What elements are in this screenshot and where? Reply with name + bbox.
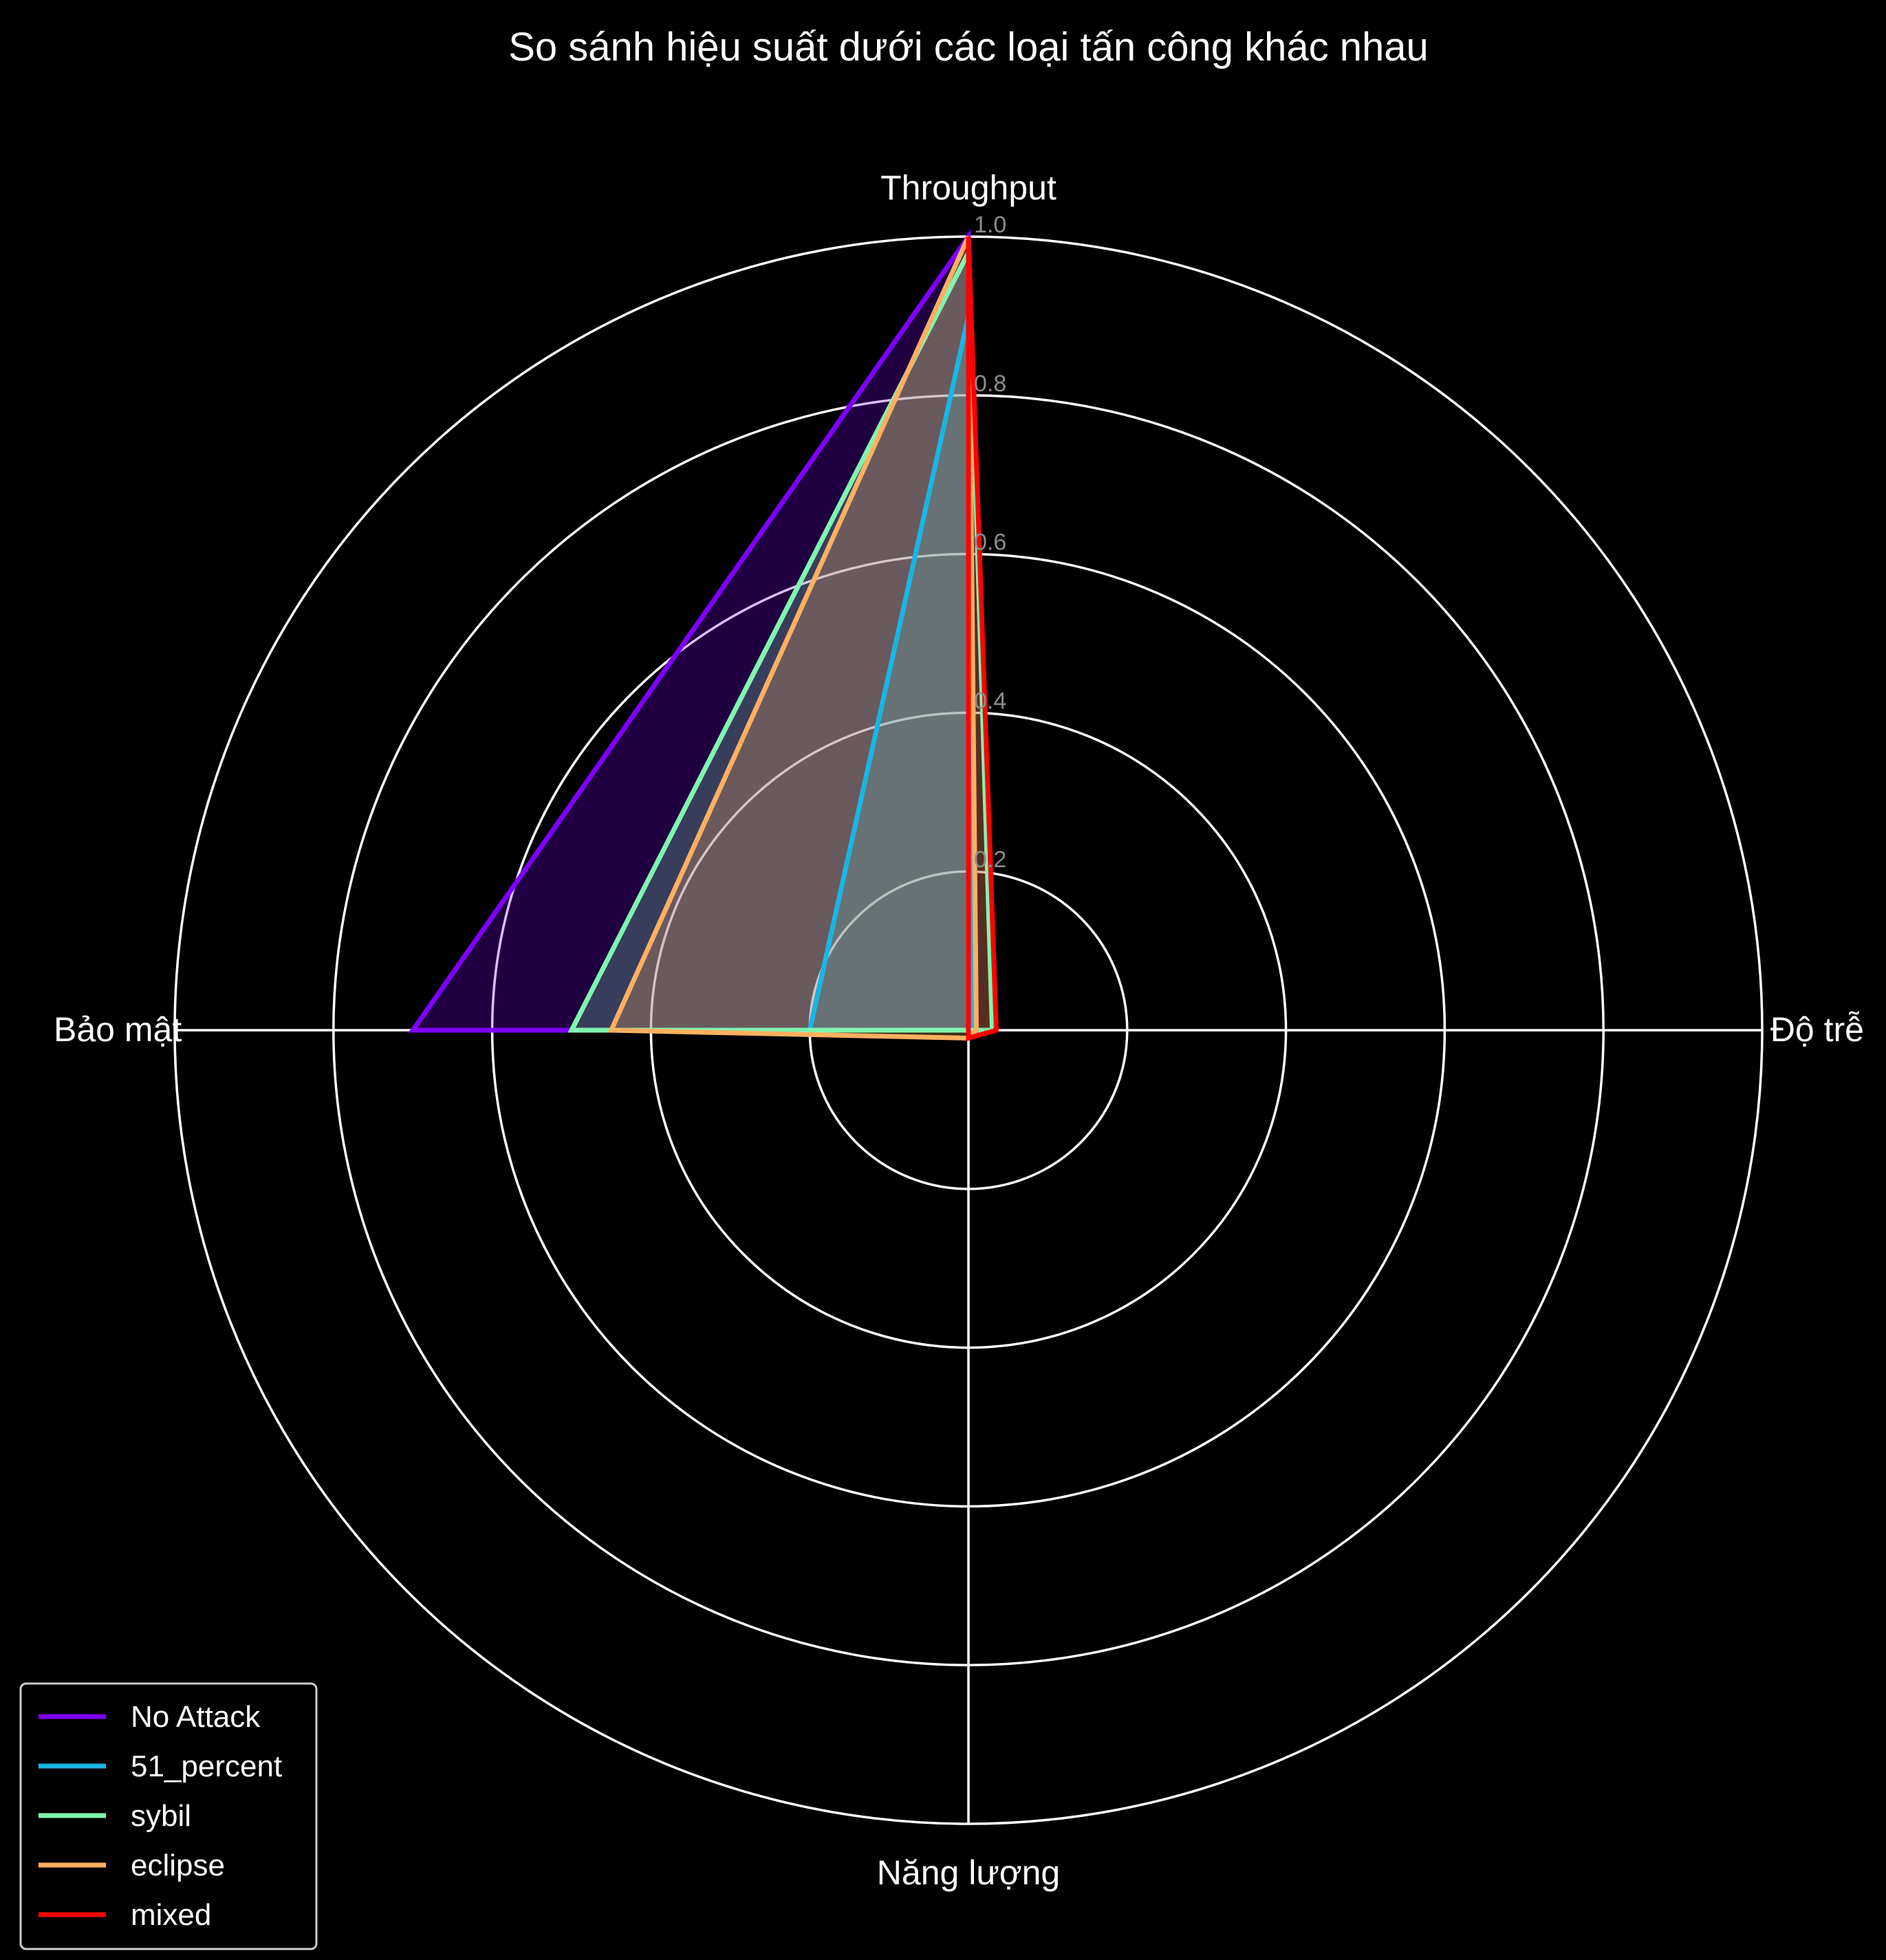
legend-label-3: eclipse [131, 1849, 225, 1882]
series-fill-3 [611, 237, 977, 1038]
category-label-2: Năng lượng [877, 1853, 1060, 1892]
category-label-0: Throughput [880, 168, 1056, 207]
chart-title: So sánh hiệu suất dưới các loại tấn công… [508, 25, 1429, 69]
rtick-label-0: 0.2 [974, 847, 1006, 873]
radar-series [408, 229, 999, 1042]
category-label-3: Bảo mật [54, 1010, 182, 1049]
rtick-label-1: 0.4 [974, 688, 1006, 714]
legend-label-1: 51_percent [131, 1750, 282, 1783]
category-label-1: Độ trễ [1770, 1010, 1864, 1049]
rtick-label-2: 0.6 [974, 530, 1006, 556]
legend-label-0: No Attack [131, 1700, 261, 1734]
rtick-label-3: 0.8 [974, 371, 1006, 397]
series-line-4 [966, 236, 999, 1042]
legend-label-2: sybil [131, 1799, 191, 1833]
radar-labels: 0.2 0.4 0.6 0.8 1.0 Throughput Độ trễ Năng lượn… [54, 168, 1864, 1892]
legend-frame [19, 1682, 318, 1950]
legend-label-4: mixed [131, 1898, 211, 1932]
series-fill-2 [572, 252, 993, 1031]
rtick-label-4: 1.0 [974, 212, 1006, 238]
